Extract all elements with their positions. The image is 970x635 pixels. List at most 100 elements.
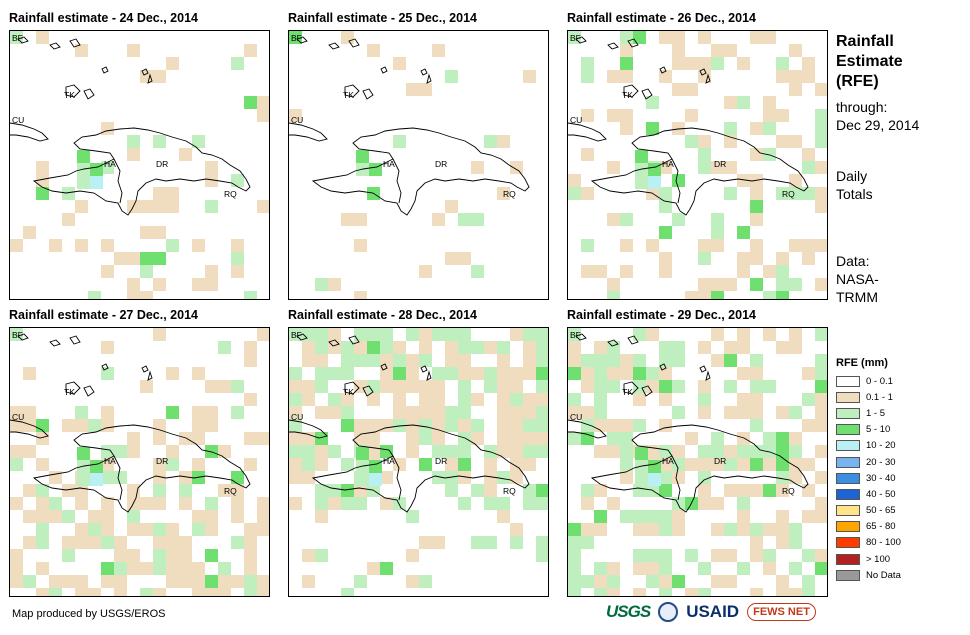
map-label-rq: RQ bbox=[782, 189, 795, 199]
daily-totals-note: Daily Totals bbox=[836, 167, 873, 203]
rainfall-cell bbox=[140, 291, 153, 299]
rainfall-cell bbox=[231, 575, 244, 588]
rainfall-cell bbox=[536, 380, 548, 393]
rainfall-cell bbox=[648, 176, 661, 189]
rainfall-cell bbox=[685, 109, 698, 122]
rainfall-cell bbox=[341, 341, 354, 354]
rainfall-cell bbox=[802, 393, 815, 406]
map-label-rq: RQ bbox=[782, 486, 795, 496]
rainfall-cell bbox=[315, 432, 328, 445]
rainfall-cell bbox=[23, 419, 36, 432]
rainfall-cell bbox=[341, 419, 354, 432]
map-label-rq: RQ bbox=[224, 189, 237, 199]
rainfall-cell bbox=[633, 562, 646, 575]
rainfall-cell bbox=[432, 445, 445, 458]
rainfall-cell bbox=[257, 328, 269, 341]
bahamas-islets-outline bbox=[17, 333, 153, 381]
rainfall-cell bbox=[776, 187, 789, 200]
map-label-dr: DR bbox=[435, 456, 447, 466]
rainfall-cell bbox=[432, 393, 445, 406]
rainfall-cell bbox=[75, 536, 88, 549]
rainfall-cell bbox=[802, 161, 815, 174]
rainfall-cell bbox=[205, 406, 218, 419]
rainfall-cell bbox=[737, 432, 750, 445]
rainfall-cell bbox=[698, 445, 711, 458]
rainfall-cell bbox=[698, 341, 711, 354]
rainfall-cell bbox=[101, 341, 114, 354]
rainfall-cell bbox=[127, 523, 140, 536]
rfe-legend: RFE (mm) 0 - 0.1 0.1 - 1 1 - 5 5 - 10 10 - 2… bbox=[836, 357, 901, 583]
coastline-layer bbox=[289, 36, 530, 216]
cuba-outline bbox=[289, 122, 328, 142]
rainfall-cell bbox=[815, 445, 827, 458]
rainfall-cell bbox=[192, 458, 205, 471]
rainfall-cell bbox=[458, 328, 471, 341]
rainfall-cell bbox=[328, 445, 341, 458]
rainfall-cell bbox=[367, 44, 380, 57]
rainfall-cell bbox=[659, 226, 672, 239]
rainfall-cell bbox=[815, 328, 827, 341]
rainfall-cell bbox=[659, 380, 672, 393]
rainfall-cell bbox=[341, 213, 354, 226]
map-label-ha: HA bbox=[383, 456, 395, 466]
coastline-layer bbox=[10, 36, 251, 216]
rainfall-cell bbox=[406, 406, 419, 419]
rainfall-cell bbox=[568, 549, 581, 562]
rainfall-cell bbox=[289, 380, 302, 393]
rainfall-cell bbox=[75, 200, 88, 213]
rainfall-cell bbox=[10, 406, 23, 419]
map-credit: Map produced by USGS/EROS bbox=[12, 608, 166, 620]
rainfall-cell bbox=[711, 445, 724, 458]
rainfall-cell bbox=[815, 83, 827, 96]
rainfall-cell bbox=[315, 406, 328, 419]
rainfall-cell bbox=[127, 278, 140, 291]
rainfall-cell bbox=[698, 497, 711, 510]
rainfall-cell bbox=[633, 367, 646, 380]
rainfall-cell bbox=[536, 445, 548, 458]
rainfall-cell bbox=[315, 380, 328, 393]
rainfall-cell bbox=[328, 484, 341, 497]
rainfall-cell bbox=[140, 380, 153, 393]
rainfall-cell bbox=[192, 562, 205, 575]
rainfall-cell bbox=[406, 380, 419, 393]
rainfall-cell bbox=[750, 419, 763, 432]
rainfall-cell bbox=[633, 31, 646, 44]
rainfall-cell bbox=[432, 536, 445, 549]
rainfall-cell bbox=[192, 406, 205, 419]
rainfall-cell bbox=[354, 213, 367, 226]
rainfall-cell bbox=[127, 44, 140, 57]
rainfall-cell bbox=[646, 380, 659, 393]
rainfall-cell bbox=[62, 536, 75, 549]
rainfall-cell bbox=[594, 523, 607, 536]
map-label-cu: CU bbox=[570, 412, 582, 422]
rainfall-cell bbox=[114, 549, 127, 562]
rainfall-cell bbox=[88, 291, 101, 299]
rainfall-cell bbox=[672, 354, 685, 367]
rainfall-cell bbox=[192, 239, 205, 252]
rainfall-cell bbox=[698, 380, 711, 393]
rainfall-cell bbox=[497, 497, 510, 510]
rainfall-cell bbox=[581, 419, 594, 432]
rainfall-cell bbox=[88, 536, 101, 549]
rainfall-cell bbox=[620, 44, 633, 57]
legend-rows: 0 - 0.1 0.1 - 1 1 - 5 5 - 10 10 - 20 20 - 30 3… bbox=[836, 373, 901, 583]
rainfall-cell bbox=[192, 510, 205, 523]
rainfall-cell bbox=[231, 380, 244, 393]
rainfall-cell bbox=[594, 367, 607, 380]
rainfall-cell bbox=[607, 432, 620, 445]
hispaniola-outline bbox=[590, 127, 809, 216]
rainfall-cell bbox=[497, 380, 510, 393]
rainfall-cell bbox=[510, 458, 523, 471]
rainfall-cell bbox=[367, 354, 380, 367]
rainfall-cell bbox=[711, 44, 724, 57]
rainfall-cell bbox=[698, 588, 711, 596]
rainfall-cell bbox=[380, 562, 393, 575]
map-canvas: BF CU TK HA DR RQ bbox=[568, 328, 827, 596]
rainfall-cell bbox=[406, 432, 419, 445]
rainfall-cell bbox=[737, 523, 750, 536]
rainfall-cell bbox=[484, 497, 497, 510]
rainfall-cell bbox=[289, 458, 302, 471]
rainfall-cell bbox=[445, 445, 458, 458]
rainfall-cell bbox=[445, 458, 458, 471]
rainfall-cell bbox=[23, 536, 36, 549]
